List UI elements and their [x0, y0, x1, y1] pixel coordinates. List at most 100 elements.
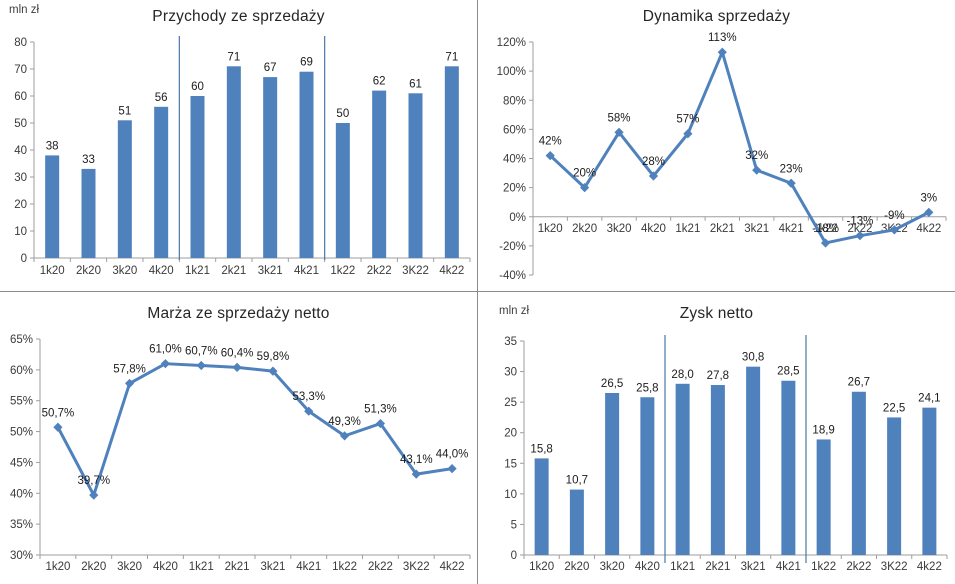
- chart-title-sales-dynamics: Dynamika sprzedaży: [642, 8, 791, 25]
- x-axis-category-label: 4k21: [779, 223, 804, 235]
- data-point-marker: [889, 225, 899, 235]
- line-series: 50,7% 39,7% 57,8%61,0% 60,7% 60,4% 59,8% 53,3%…: [42, 344, 468, 500]
- x-axis-category-label: 1k20: [529, 561, 554, 573]
- data-point-marker: [855, 231, 865, 241]
- revenue-bar-chart: 0 10 20 30 40 50 60 70 80 1k20 2k20 3k20 4k20 1k21 2k2…: [14, 36, 471, 277]
- x-axis-category-label: 4k22: [440, 561, 465, 573]
- data-point-marker: [683, 129, 693, 139]
- y-axis-unit-label: mln zł: [9, 4, 40, 16]
- y-axis-tick-label: 10: [14, 226, 27, 238]
- bar: [675, 383, 690, 555]
- y-axis: 0 10 20 30 40 50 60 70 80: [14, 37, 35, 265]
- y-axis-tick-label: 100%: [497, 66, 526, 78]
- bar-data-label: 71: [227, 51, 240, 63]
- y-axis-tick-label: 20: [14, 199, 27, 211]
- bar: [816, 439, 831, 555]
- x-axis-category-label: 3k21: [744, 223, 769, 235]
- bar-data-label: 28,5: [777, 366, 799, 378]
- x-axis-category-label: 3K22: [403, 561, 430, 573]
- bar-data-label: 69: [300, 57, 313, 69]
- y-axis-tick-label: 70: [14, 64, 27, 76]
- data-point-marker: [268, 366, 278, 376]
- point-data-label: 50,7%: [42, 407, 75, 419]
- bar: [226, 66, 241, 258]
- point-data-label: 3%: [920, 192, 937, 204]
- data-point-marker: [411, 469, 421, 479]
- year-separators: [178, 36, 326, 260]
- data-line: [56, 362, 454, 497]
- bar-data-label: 22,5: [883, 402, 905, 414]
- y-axis: 30% 35% 40% 45% 50% 55% 60% 65%: [10, 334, 41, 562]
- y-axis-tick-label: 50%: [10, 427, 33, 439]
- data-line: [548, 50, 931, 245]
- data-point-marker: [232, 362, 242, 372]
- point-data-label: 57,8%: [113, 363, 146, 375]
- net-margin-line-chart: 30% 35% 40% 45% 50% 55% 60% 65% 1k20 2k20 3k20 4k20…: [10, 334, 471, 573]
- bar: [299, 71, 314, 258]
- x-axis-category-label: 1k22: [330, 265, 355, 277]
- x-axis-category-label: 3k21: [260, 561, 285, 573]
- x-axis-category-label: 3K22: [881, 561, 908, 573]
- x-axis-category-label: 2k21: [225, 561, 250, 573]
- bar-series: 15,8 10,7 26,5 25,8 28,0 27,8 30,8 28,5 18,9 26,7…: [530, 352, 941, 555]
- bar-data-label: 56: [155, 92, 168, 104]
- bar-data-label: 10,7: [566, 475, 588, 487]
- y-axis-tick-label: 40%: [10, 488, 33, 500]
- bar: [887, 417, 902, 555]
- x-axis-category-label: 1k21: [185, 265, 210, 277]
- x-axis-category-label: 4k20: [635, 561, 660, 573]
- bar: [746, 366, 761, 555]
- x-axis-category-label: 1k20: [45, 561, 70, 573]
- sales-dynamics-line-chart: -40% -20% 0% 20% 40% 60% 80% 100% 120% 1k20 2k20 3k…: [497, 32, 947, 282]
- x-axis-category-label: 1k20: [538, 223, 563, 235]
- y-axis-tick-label: 35: [504, 336, 517, 348]
- x-axis-category-label: 3k20: [117, 561, 142, 573]
- bar-data-label: 26,7: [848, 377, 870, 389]
- x-axis-category-label: 3k21: [741, 561, 766, 573]
- point-data-label: 61,0%: [149, 344, 182, 356]
- y-axis-tick-label: 30%: [10, 550, 33, 562]
- chart-title-net-margin: Marża ze sprzedaży netto: [147, 305, 330, 322]
- point-data-label: 49,3%: [328, 416, 361, 428]
- y-axis-tick-label: 120%: [497, 37, 526, 49]
- data-point-marker: [820, 238, 831, 248]
- bar: [408, 93, 423, 258]
- x-axis-category-label: 2k22: [847, 223, 872, 235]
- bar-data-label: 51: [118, 105, 131, 117]
- y-axis-tick-label: 40%: [503, 154, 526, 166]
- bar: [335, 123, 350, 258]
- x-axis-category-label: 3k21: [258, 265, 283, 277]
- point-data-label: 113%: [708, 32, 737, 44]
- bar-data-label: 26,5: [601, 378, 623, 390]
- y-axis-tick-label: -20%: [499, 241, 526, 253]
- x-axis-category-label: 3k20: [112, 265, 137, 277]
- y-axis-tick-label: 65%: [10, 334, 33, 346]
- chart-panel-net-margin: Marża ze sprzedaży netto 30% 35% 40% 45% 50%…: [0, 292, 477, 584]
- bar-data-label: 25,8: [636, 382, 658, 394]
- x-axis-category-label: 4k22: [439, 265, 464, 277]
- point-data-label: 53,3%: [292, 391, 325, 403]
- y-axis-tick-label: 60%: [10, 365, 33, 377]
- bar-data-label: 67: [264, 62, 277, 74]
- x-axis-category-label: 2k22: [368, 561, 393, 573]
- x-axis: 1k20 2k20 3k20 4k20 1k21 2k21 3k21 4k21 1k22 2k22…: [33, 257, 471, 277]
- data-point-marker: [447, 464, 457, 474]
- y-axis-tick-label: 0: [21, 253, 27, 265]
- x-axis-category-label: 1k22: [811, 561, 836, 573]
- x-axis-category-label: 3k20: [600, 561, 625, 573]
- bar-data-label: 18,9: [812, 424, 834, 436]
- point-data-label: 42%: [539, 136, 562, 148]
- x-axis-category-label: 4k21: [296, 561, 321, 573]
- year-separators: [664, 335, 807, 563]
- bar: [263, 77, 278, 258]
- chart-title-net-profit: Zysk netto: [679, 305, 754, 322]
- point-data-label: 57%: [676, 114, 699, 126]
- bar: [922, 407, 937, 555]
- bar: [81, 168, 96, 258]
- bar: [569, 489, 584, 555]
- point-data-label: -9%: [884, 210, 904, 222]
- bar-data-label: 27,8: [707, 370, 729, 382]
- y-axis-tick-label: 45%: [10, 457, 33, 469]
- bar-data-label: 28,0: [671, 369, 693, 381]
